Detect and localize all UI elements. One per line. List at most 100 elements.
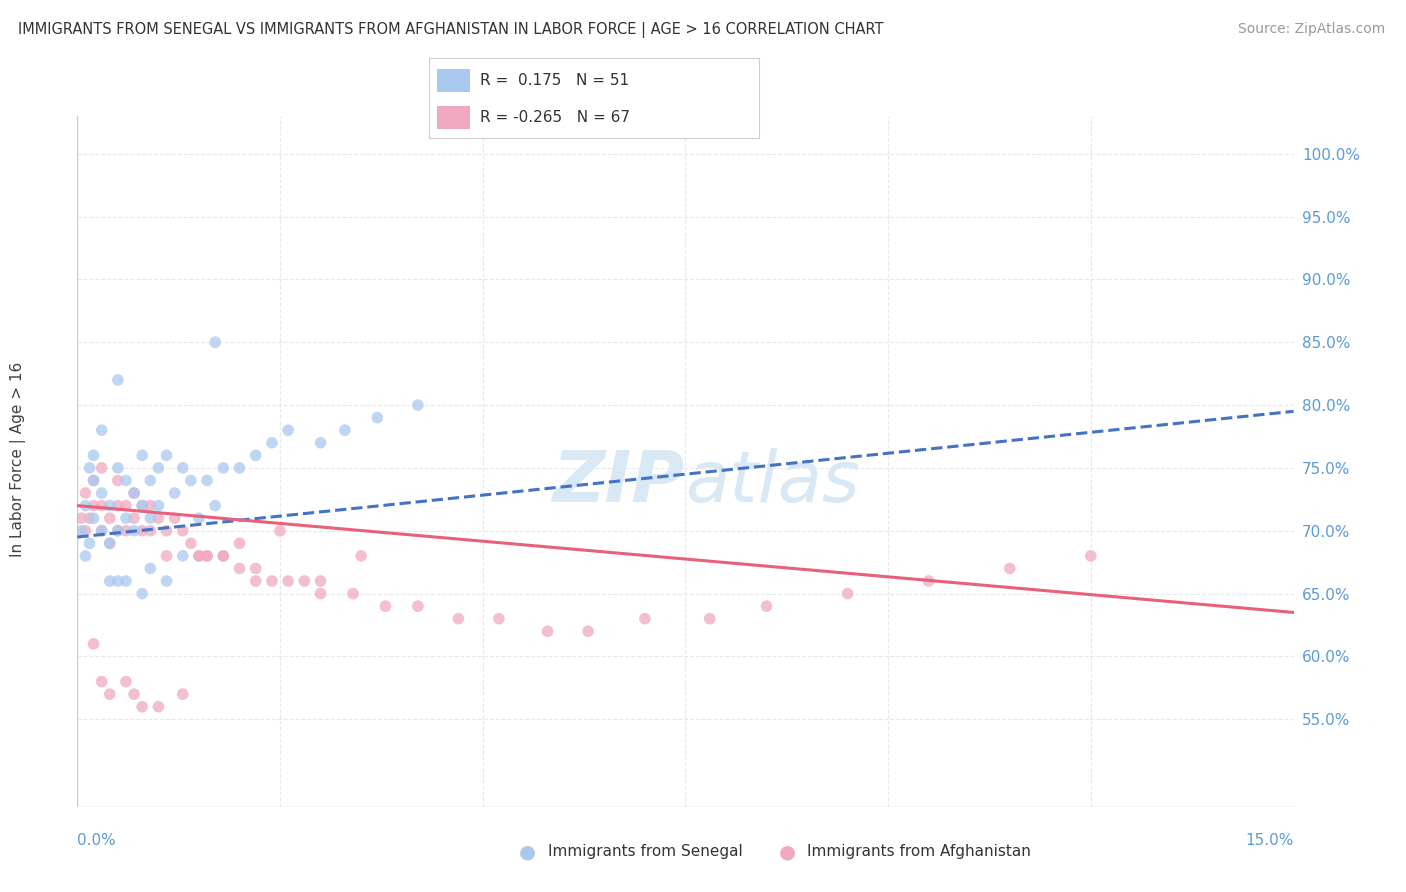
Point xyxy=(204,335,226,350)
Point xyxy=(98,536,121,550)
Point xyxy=(172,549,194,563)
Point xyxy=(374,599,396,614)
Point xyxy=(309,574,332,588)
Point xyxy=(277,423,299,437)
Point xyxy=(107,373,129,387)
Point xyxy=(488,612,510,626)
Text: R = -0.265   N = 67: R = -0.265 N = 67 xyxy=(479,110,630,125)
Point xyxy=(155,549,177,563)
Point xyxy=(148,699,170,714)
Point xyxy=(536,624,558,639)
Point xyxy=(90,499,112,513)
Point xyxy=(292,574,315,588)
Point xyxy=(139,524,162,538)
Point xyxy=(83,637,105,651)
Point xyxy=(155,524,177,538)
Point xyxy=(260,574,283,588)
Point xyxy=(228,561,250,575)
Text: ●: ● xyxy=(779,842,796,862)
Point xyxy=(131,699,153,714)
Point xyxy=(163,486,186,500)
Point xyxy=(342,586,364,600)
Point xyxy=(131,499,153,513)
Point xyxy=(918,574,941,588)
Point xyxy=(90,486,112,500)
Point xyxy=(148,511,170,525)
Point xyxy=(447,612,470,626)
Point xyxy=(70,524,93,538)
Text: IMMIGRANTS FROM SENEGAL VS IMMIGRANTS FROM AFGHANISTAN IN LABOR FORCE | AGE > 16: IMMIGRANTS FROM SENEGAL VS IMMIGRANTS FR… xyxy=(18,22,884,38)
Point xyxy=(131,448,153,462)
Point xyxy=(188,511,211,525)
Point xyxy=(148,499,170,513)
Point xyxy=(195,549,218,563)
Point xyxy=(309,586,332,600)
Point xyxy=(115,574,138,588)
Point xyxy=(107,461,129,475)
Point xyxy=(75,499,97,513)
Point xyxy=(79,536,101,550)
Point xyxy=(75,486,97,500)
Point xyxy=(79,511,101,525)
Point xyxy=(350,549,373,563)
Text: In Labor Force | Age > 16: In Labor Force | Age > 16 xyxy=(10,362,27,557)
Point xyxy=(180,536,202,550)
Point xyxy=(755,599,778,614)
Point xyxy=(83,499,105,513)
Point xyxy=(228,536,250,550)
Point xyxy=(107,524,129,538)
Point xyxy=(98,536,121,550)
Point xyxy=(269,524,291,538)
Point xyxy=(195,474,218,488)
Point xyxy=(122,486,145,500)
Text: Immigrants from Afghanistan: Immigrants from Afghanistan xyxy=(807,845,1031,859)
Point xyxy=(90,423,112,437)
Point xyxy=(90,524,112,538)
Point xyxy=(172,687,194,701)
Point xyxy=(98,499,121,513)
Point xyxy=(98,574,121,588)
Point xyxy=(139,499,162,513)
Point xyxy=(366,410,388,425)
Text: Immigrants from Senegal: Immigrants from Senegal xyxy=(548,845,744,859)
Point xyxy=(115,474,138,488)
Point xyxy=(107,524,129,538)
Point xyxy=(228,461,250,475)
Point xyxy=(260,435,283,450)
Point xyxy=(699,612,721,626)
Point xyxy=(212,549,235,563)
Point xyxy=(245,561,267,575)
Point xyxy=(83,474,105,488)
Point xyxy=(115,674,138,689)
Point xyxy=(122,486,145,500)
Point xyxy=(83,474,105,488)
Text: ●: ● xyxy=(519,842,536,862)
Point xyxy=(212,461,235,475)
Point xyxy=(131,499,153,513)
Point xyxy=(212,549,235,563)
Point xyxy=(406,599,429,614)
Point xyxy=(172,461,194,475)
Text: atlas: atlas xyxy=(686,448,860,516)
Point xyxy=(204,499,226,513)
Point xyxy=(98,687,121,701)
Point xyxy=(79,461,101,475)
Point xyxy=(406,398,429,412)
Point xyxy=(139,561,162,575)
Point xyxy=(131,524,153,538)
Point xyxy=(90,524,112,538)
Point xyxy=(155,574,177,588)
Point xyxy=(180,474,202,488)
Point xyxy=(107,574,129,588)
Text: 0.0%: 0.0% xyxy=(77,833,117,847)
Point xyxy=(634,612,657,626)
Point xyxy=(115,511,138,525)
Point xyxy=(83,448,105,462)
Point xyxy=(70,511,93,525)
Point xyxy=(131,586,153,600)
Point xyxy=(576,624,599,639)
Point xyxy=(837,586,859,600)
Point xyxy=(309,435,332,450)
Bar xyxy=(437,70,470,92)
Point xyxy=(122,511,145,525)
